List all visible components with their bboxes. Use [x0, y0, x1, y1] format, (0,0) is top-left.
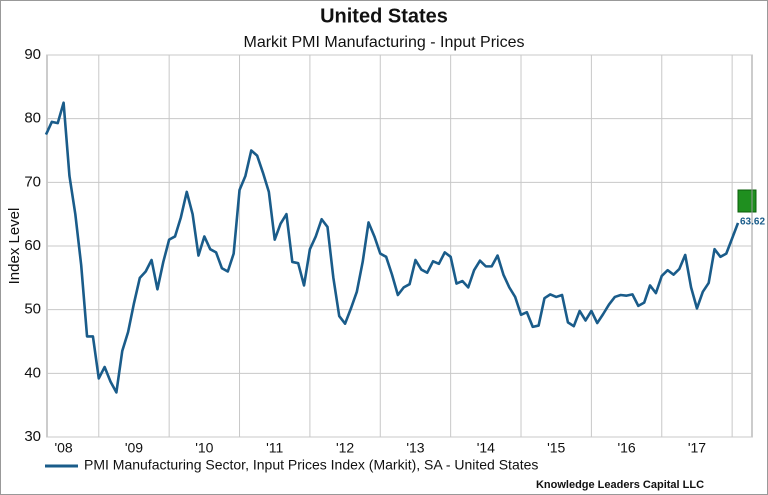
source: Knowledge Leaders Capital LLC [536, 479, 704, 491]
y-tick-label: 80 [24, 110, 41, 127]
chart-title: United States [320, 5, 448, 27]
end-value-label: 63.62 [740, 217, 765, 228]
x-tick-label: '14 [477, 440, 495, 456]
y-tick-label: 70 [24, 173, 41, 190]
y-tick-label: 30 [24, 428, 41, 445]
y-tick-label: 90 [24, 46, 41, 63]
x-tick-label: '12 [336, 440, 354, 456]
x-tick-label: '08 [54, 440, 72, 456]
x-tick-label: '16 [617, 440, 635, 456]
series-line [44, 101, 740, 394]
x-tick-label: '10 [195, 440, 213, 456]
chart-subtitle: Markit PMI Manufacturing - Input Prices [244, 34, 525, 51]
x-tick-label: '17 [688, 440, 706, 456]
marker-box [737, 189, 757, 213]
legend-label: PMI Manufacturing Sector, Input Prices I… [84, 457, 538, 473]
y-tick-label: 60 [24, 237, 41, 254]
x-tick-label: '15 [547, 440, 565, 456]
y-tick-label: 40 [24, 364, 41, 381]
y-axis-label: Index Level [6, 208, 23, 285]
x-tick-label: '13 [406, 440, 424, 456]
x-tick-label: '11 [266, 440, 283, 456]
y-tick-label: 50 [24, 301, 41, 318]
x-tick-label: '09 [125, 440, 143, 456]
